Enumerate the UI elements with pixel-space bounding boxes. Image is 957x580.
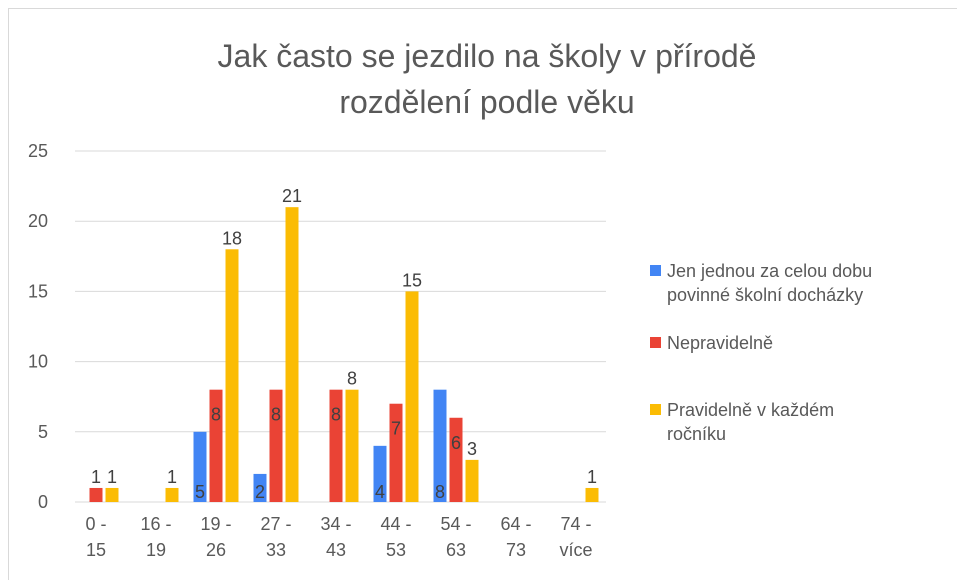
bar	[405, 291, 419, 502]
data-label: 1	[587, 467, 597, 487]
legend-entry: Nepravidelně	[650, 331, 890, 355]
legend-label: Nepravidelně	[667, 333, 774, 353]
x-tick-label: 19 -26	[200, 514, 231, 560]
bar	[209, 389, 223, 502]
y-tick-label: 25	[28, 141, 48, 161]
bar	[389, 403, 403, 502]
bar	[373, 445, 387, 502]
x-tick-label: 34 -43	[320, 514, 351, 560]
bar	[105, 487, 119, 502]
data-label: 8	[211, 405, 221, 425]
legend-entry: Jen jednou za celou dobu povinné školní …	[650, 259, 890, 307]
y-tick-label: 0	[38, 492, 48, 512]
bar	[449, 417, 463, 502]
x-tick-label: 44 -53	[380, 514, 411, 560]
bar	[269, 389, 283, 502]
bar	[585, 487, 599, 502]
data-label: 1	[107, 467, 117, 487]
data-label: 8	[435, 482, 445, 502]
bar	[285, 207, 299, 502]
data-label: 1	[167, 467, 177, 487]
data-label: 3	[467, 439, 477, 459]
x-tick-label: 74 -více	[559, 514, 592, 560]
data-label: 1	[91, 467, 101, 487]
legend-entry: Pravidelně v každém ročníku	[650, 398, 890, 446]
x-tick-label: 0 -15	[85, 514, 106, 560]
legend-swatch	[650, 337, 661, 348]
bar	[465, 459, 479, 502]
data-label: 18	[222, 228, 242, 248]
x-tick-label: 54 -63	[440, 514, 471, 560]
x-tick-label: 16 -19	[140, 514, 171, 560]
y-tick-label: 10	[28, 352, 48, 372]
chart-border	[8, 8, 957, 580]
data-label: 8	[271, 405, 281, 425]
bar	[253, 473, 267, 502]
data-label: 15	[402, 270, 422, 290]
x-tick-label: 64 -73	[500, 514, 531, 560]
bar	[225, 249, 239, 502]
legend-swatch	[650, 404, 661, 415]
bar	[193, 431, 207, 502]
legend-label: Pravidelně v každém ročníku	[667, 400, 835, 444]
data-label: 4	[375, 482, 385, 502]
bar	[345, 389, 359, 502]
y-tick-label: 5	[38, 422, 48, 442]
chart-title: Jak často se jezdilo na školy v přírodě	[218, 38, 757, 74]
data-label: 6	[451, 433, 461, 453]
data-label: 5	[195, 482, 205, 502]
bar	[89, 487, 103, 502]
legend-swatch	[650, 265, 661, 276]
y-tick-label: 20	[28, 211, 48, 231]
x-tick-label: 27 -33	[260, 514, 291, 560]
bar	[165, 487, 179, 502]
y-tick-label: 15	[28, 281, 48, 301]
bar	[329, 389, 343, 502]
data-label: 8	[347, 369, 357, 389]
chart-subtitle: rozdělení podle věku	[339, 84, 634, 120]
data-label: 21	[282, 186, 302, 206]
data-label: 7	[391, 419, 401, 439]
data-label: 8	[331, 405, 341, 425]
legend-label: Jen jednou za celou dobu povinné školní …	[667, 261, 873, 305]
data-label: 2	[255, 482, 265, 502]
bar	[433, 389, 447, 502]
